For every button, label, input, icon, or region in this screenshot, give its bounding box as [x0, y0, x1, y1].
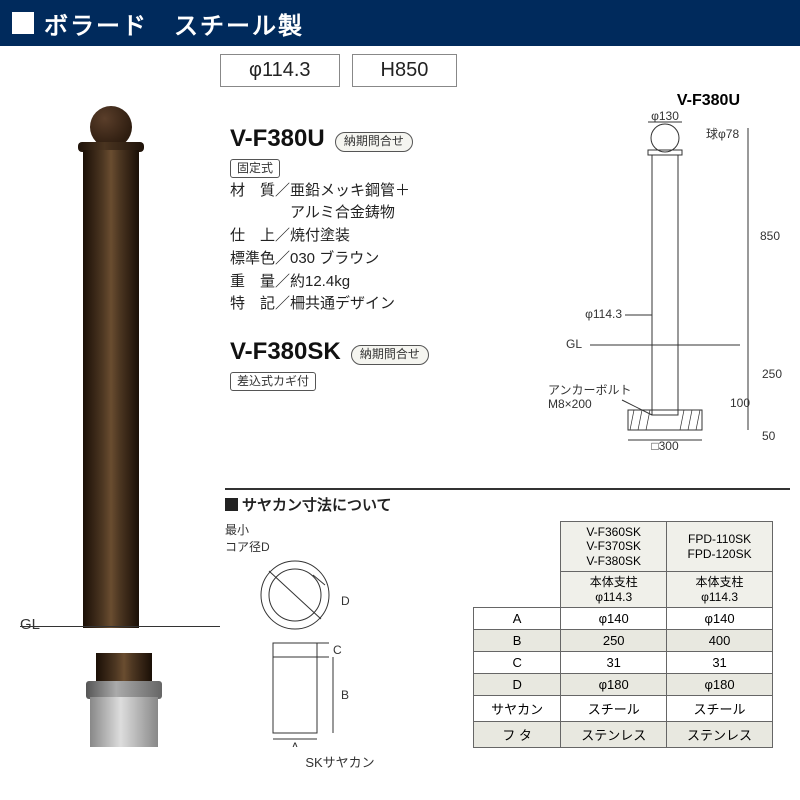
spec-line: 仕 上／焼付塗装: [230, 225, 520, 247]
drawing-code: V-F380U: [677, 92, 740, 110]
dim-h: 850: [760, 229, 780, 243]
detail-sleeve-icon: [90, 697, 158, 747]
product-photo: GL: [20, 98, 210, 718]
dim-pole-dia: φ114.3: [585, 307, 622, 321]
content-area: GL V-F380U 納期問合せ 固定式 材 質／亜鉛メッキ鋼管＋ アルミ合金鋳…: [0, 98, 800, 800]
gl-label: GL: [20, 616, 40, 633]
model1-code: V-F380U: [230, 122, 325, 157]
sk-sayakan-label: SKサヤカン: [225, 752, 455, 771]
dim-top-dia: φ130: [651, 110, 679, 123]
model2-lead-badge: 納期問合せ: [351, 345, 429, 364]
table-row: サヤカンスチールスチール: [474, 695, 773, 721]
spec-line: アルミ合金鋳物: [230, 202, 520, 224]
spec-line: 特 記／柵共通デザイン: [230, 293, 520, 315]
dim-a: A: [291, 740, 299, 747]
dim-100: 100: [730, 396, 750, 410]
dim-base-w: □300: [651, 439, 679, 453]
technical-drawing: V-F380U GL φ130: [530, 92, 790, 472]
dim-anchor1: アンカーボルト: [548, 383, 632, 397]
table-row: Dφ180φ180: [474, 673, 773, 695]
table-row: B250400: [474, 629, 773, 651]
table-group2: FPD-110SK FPD-120SK: [667, 522, 773, 572]
sayakan-svg: D C B A: [225, 557, 425, 747]
title-bar: ボラード スチール製: [0, 0, 800, 46]
table-head1: 本体支柱 φ114.3: [561, 572, 667, 608]
model2-code: V-F380SK: [230, 335, 341, 370]
spec-diameter: φ114.3: [220, 54, 340, 87]
model1-lead-badge: 納期問合せ: [335, 132, 413, 151]
spec-row: φ114.3 H850: [220, 54, 800, 87]
table-row: フ タステンレスステンレス: [474, 721, 773, 747]
sayakan-title: サヤカン寸法について: [225, 488, 790, 515]
model2-type-badge: 差込式カギ付: [230, 372, 316, 391]
title-square-icon: [12, 12, 34, 34]
sayakan-section: サヤカン寸法について 最小 コア径D D C: [225, 488, 790, 771]
sayakan-square-icon: [225, 498, 238, 511]
sayakan-title-text: サヤカン寸法について: [242, 497, 392, 514]
model1-type-badge: 固定式: [230, 159, 280, 178]
dim-anchor2: M8×200: [548, 397, 592, 411]
detail-photo: [68, 653, 188, 748]
page-title: ボラード スチール製: [44, 6, 304, 41]
spec-line: 材 質／亜鉛メッキ鋼管＋: [230, 180, 520, 202]
dim-d: D: [341, 594, 350, 608]
drawing-svg: GL φ130 球φ78 φ114.3 850: [530, 110, 790, 470]
spec-line: 重 量／約12.4kg: [230, 271, 520, 293]
table-head2: 本体支柱 φ114.3: [667, 572, 773, 608]
sayakan-drawing: 最小 コア径D D C B A: [225, 521, 455, 771]
dim-c: C: [333, 643, 342, 657]
dim-ball: 球φ78: [706, 127, 739, 141]
table-row: Aφ140φ140: [474, 607, 773, 629]
gl-line-icon: [20, 626, 220, 627]
table-row: C3131: [474, 651, 773, 673]
spec-line: 標準色／030 ブラウン: [230, 248, 520, 270]
bollard-pole-icon: [83, 150, 139, 628]
core-label: 最小 コア径D: [225, 521, 455, 555]
drawing-gl-label: GL: [566, 337, 582, 351]
sayakan-table: V-F360SK V-F370SK V-F380SK FPD-110SK FPD…: [473, 521, 773, 771]
spec-height: H850: [352, 54, 458, 87]
spec-text-block: V-F380U 納期問合せ 固定式 材 質／亜鉛メッキ鋼管＋ アルミ合金鋳物 仕…: [230, 122, 520, 392]
dim-50: 50: [762, 429, 776, 443]
dim-250: 250: [762, 367, 782, 381]
dim-b: B: [341, 688, 349, 702]
table-group1: V-F360SK V-F370SK V-F380SK: [561, 522, 667, 572]
